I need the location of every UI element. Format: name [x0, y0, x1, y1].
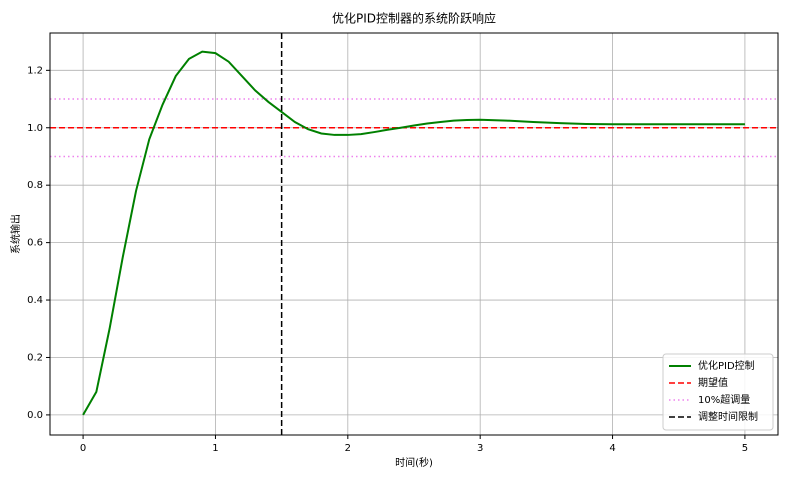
- plot-frame: [49, 32, 779, 436]
- y-tick-label: 0.8: [27, 180, 43, 191]
- x-tick-label: 5: [742, 443, 748, 454]
- y-tick-label: 1.2: [27, 65, 43, 76]
- data-line: [82, 50, 745, 416]
- legend-label: 10%超调量: [698, 393, 750, 406]
- y-tick-label: 0.0: [27, 410, 43, 421]
- legend-box: [662, 353, 774, 431]
- x-tick-label: 4: [609, 443, 615, 454]
- y-tick-label: 1.0: [27, 123, 43, 134]
- y-tick-label: 0.2: [27, 352, 43, 363]
- x-tick-label: 3: [477, 443, 483, 454]
- x-tick-label: 0: [80, 443, 86, 454]
- legend-label: 优化PID控制: [698, 359, 755, 372]
- x-tick-label: 1: [212, 443, 218, 454]
- x-axis-label: 时间(秒): [395, 456, 433, 469]
- chart-title: 优化PID控制器的系统阶跃响应: [332, 11, 496, 26]
- legend-label: 调整时间限制: [698, 410, 758, 423]
- y-tick-label: 0.4: [27, 295, 43, 306]
- legend-label: 期望值: [698, 376, 728, 389]
- y-axis-label: 系统输出: [9, 214, 22, 254]
- y-tick-label: 0.6: [27, 238, 43, 249]
- x-tick-label: 2: [345, 443, 351, 454]
